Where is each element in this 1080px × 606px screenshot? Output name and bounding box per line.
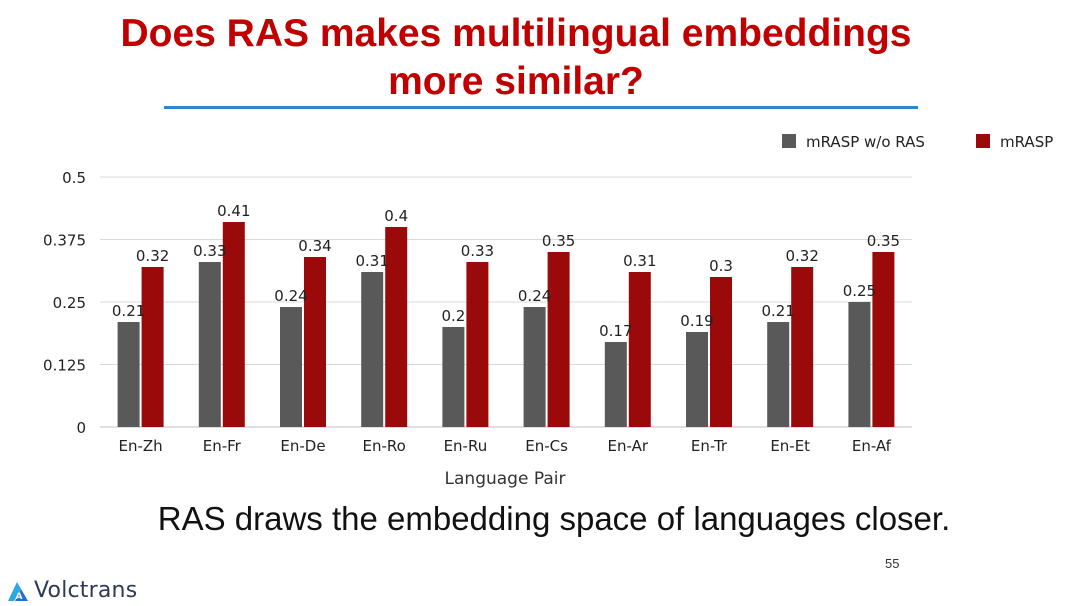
- legend-label: mRASP: [1000, 133, 1053, 151]
- bar-mrasp-wo-ras-en-fr: [198, 262, 221, 427]
- slide-caption: RAS draws the embedding space of languag…: [157, 500, 951, 537]
- data-label: 0.17: [599, 322, 632, 340]
- legend: mRASP w/o RAS mRASP: [782, 133, 1053, 151]
- y-tick-label: 0.125: [43, 357, 86, 375]
- bar-mrasp-en-zh: [141, 267, 164, 427]
- legend-swatch: [976, 134, 990, 148]
- data-label: 0.25: [843, 282, 876, 300]
- bar-mrasp-en-ar: [628, 272, 651, 427]
- data-label: 0.24: [518, 287, 551, 305]
- x-axis-title: Language Pair: [445, 469, 566, 489]
- data-label: 0.32: [136, 247, 169, 265]
- data-labels: 0.21 0.32 0.33 0.41 0.24 0.34 0.31 0.4 0.2 0.33 0.…: [112, 202, 900, 340]
- svg-text:A: A: [16, 592, 23, 602]
- data-label: 0.32: [785, 247, 818, 265]
- bar-mrasp-wo-ras-en-ro: [361, 272, 384, 427]
- bar-mrasp-en-ro: [385, 227, 408, 427]
- y-tick-label: 0: [76, 419, 86, 437]
- x-tick-label: En-Et: [770, 437, 810, 455]
- bar-mrasp-wo-ras-en-zh: [117, 322, 140, 427]
- data-label: 0.33: [193, 242, 226, 260]
- data-label: 0.35: [542, 232, 575, 250]
- x-tick-label: En-Ru: [444, 437, 488, 455]
- data-label: 0.21: [761, 302, 794, 320]
- y-axis-ticks: 0 0.125 0.25 0.375 0.5: [43, 169, 86, 437]
- data-label: 0.31: [623, 252, 656, 270]
- x-tick-label: En-Tr: [691, 437, 728, 455]
- x-axis-ticks: En-Zh En-Fr En-De En-Ro En-Ru En-Cs En-Ar En-Tr…: [119, 437, 892, 455]
- bar-mrasp-en-de: [304, 257, 326, 427]
- bar-mrasp-en-tr: [710, 277, 732, 427]
- bar-mrasp-en-ru: [466, 262, 489, 427]
- title-line-1: Does RAS makes multilingual embeddings: [120, 12, 912, 55]
- bar-mrasp-en-et: [791, 267, 814, 427]
- data-label: 0.24: [274, 287, 307, 305]
- title-underline: [164, 106, 918, 109]
- title-line-2: more similar?: [388, 60, 644, 103]
- data-label: 0.33: [461, 242, 494, 260]
- bar-mrasp-wo-ras-en-tr: [686, 332, 708, 427]
- x-tick-label: En-Ro: [363, 437, 406, 455]
- y-tick-label: 0.375: [43, 232, 86, 250]
- y-tick-label: 0.25: [53, 294, 86, 312]
- bar-mrasp-wo-ras-en-cs: [523, 307, 546, 427]
- bar-mrasp-wo-ras-en-et: [767, 322, 790, 427]
- data-label: 0.19: [680, 312, 713, 330]
- page-number: 55: [885, 556, 900, 571]
- x-tick-label: En-Zh: [119, 437, 163, 455]
- bar-mrasp-en-fr: [222, 222, 245, 427]
- bar-mrasp-en-af: [872, 252, 895, 427]
- data-label: 0.35: [867, 232, 900, 250]
- data-label: 0.41: [217, 202, 250, 220]
- data-label: 0.31: [355, 252, 388, 270]
- volctrans-logo-icon: A: [8, 581, 28, 602]
- bars: [117, 222, 895, 427]
- x-tick-label: En-De: [280, 437, 325, 455]
- bar-mrasp-wo-ras-en-de: [280, 307, 302, 427]
- x-tick-label: En-Af: [852, 437, 892, 455]
- x-tick-label: En-Fr: [203, 437, 242, 455]
- data-label: 0.4: [384, 207, 408, 225]
- data-label: 0.3: [709, 257, 733, 275]
- bar-mrasp-wo-ras-en-af: [848, 302, 871, 427]
- legend-swatch: [782, 134, 796, 148]
- brand: A Volctrans: [6, 578, 137, 603]
- legend-label: mRASP w/o RAS: [806, 133, 925, 151]
- bar-mrasp-en-cs: [547, 252, 570, 427]
- data-label: 0.2: [441, 307, 465, 325]
- bar-mrasp-wo-ras-en-ar: [604, 342, 627, 427]
- bar-mrasp-wo-ras-en-ru: [442, 327, 465, 427]
- data-label: 0.34: [298, 237, 331, 255]
- x-tick-label: En-Cs: [525, 437, 568, 455]
- brand-name: Volctrans: [34, 578, 138, 603]
- data-label: 0.21: [112, 302, 145, 320]
- x-tick-label: En-Ar: [608, 437, 649, 455]
- y-tick-label: 0.5: [62, 169, 86, 187]
- slide-title: Does RAS makes multilingual embeddings m…: [0, 10, 1032, 106]
